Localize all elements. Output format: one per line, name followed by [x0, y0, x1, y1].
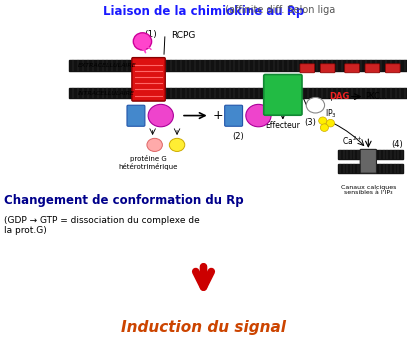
Text: EXTRACELLULAIRE: EXTRACELLULAIRE: [77, 63, 136, 68]
Ellipse shape: [319, 117, 327, 125]
Text: GDP: GDP: [149, 142, 160, 147]
Text: (GDP → GTP = dissociation du complexe de
la prot.G): (GDP → GTP = dissociation du complexe de…: [4, 216, 200, 235]
Ellipse shape: [133, 33, 151, 50]
Text: G$\alpha_q$: G$\alpha_q$: [153, 110, 168, 121]
Text: +: +: [327, 94, 334, 103]
Text: +: +: [212, 109, 223, 122]
Text: (2): (2): [232, 132, 244, 141]
Text: Liaison de la chimiokine au Rp: Liaison de la chimiokine au Rp: [103, 5, 304, 18]
Text: Induction du signal: Induction du signal: [121, 320, 286, 335]
Bar: [338, 164, 403, 172]
Text: IP$_3$: IP$_3$: [324, 108, 337, 120]
FancyBboxPatch shape: [320, 64, 335, 73]
Ellipse shape: [320, 124, 328, 131]
FancyBboxPatch shape: [365, 64, 380, 73]
Ellipse shape: [148, 104, 173, 127]
FancyBboxPatch shape: [300, 64, 315, 73]
Bar: [338, 150, 403, 159]
Bar: [69, 60, 407, 71]
Text: Changement de conformation du Rp: Changement de conformation du Rp: [4, 194, 244, 207]
FancyBboxPatch shape: [127, 105, 145, 126]
Ellipse shape: [169, 138, 185, 151]
Text: PLC: PLC: [271, 90, 295, 100]
FancyBboxPatch shape: [385, 64, 400, 73]
Ellipse shape: [147, 138, 162, 151]
Text: (affinite diff. Selon liga: (affinite diff. Selon liga: [222, 5, 335, 15]
Text: Effecteur: Effecteur: [265, 121, 300, 130]
Bar: [69, 88, 407, 98]
Text: (3): (3): [304, 118, 317, 127]
Ellipse shape: [306, 98, 325, 113]
Text: RCPG: RCPG: [171, 31, 195, 40]
Text: GTP: GTP: [172, 142, 182, 147]
FancyBboxPatch shape: [132, 58, 165, 101]
Text: (4): (4): [391, 140, 403, 149]
FancyBboxPatch shape: [225, 105, 243, 126]
Text: ER: ER: [365, 159, 372, 164]
FancyBboxPatch shape: [345, 64, 359, 73]
Text: Ca$^{2+}$: Ca$^{2+}$: [342, 134, 362, 147]
Text: DAG: DAG: [330, 92, 350, 101]
Text: PiP$_2$: PiP$_2$: [309, 101, 322, 110]
Text: PKC...: PKC...: [365, 92, 387, 101]
Ellipse shape: [246, 104, 271, 127]
FancyBboxPatch shape: [264, 75, 302, 115]
Text: protéine G
hétérotrimérique: protéine G hétérotrimérique: [119, 155, 178, 170]
Ellipse shape: [326, 119, 335, 127]
Text: Canaux calciques
sensibles à l'IP₃: Canaux calciques sensibles à l'IP₃: [341, 185, 396, 195]
Text: G$\alpha_q$: G$\alpha_q$: [251, 110, 266, 121]
Text: (1): (1): [144, 30, 157, 39]
Text: INTRACELLULAIRE: INTRACELLULAIRE: [77, 91, 134, 96]
FancyBboxPatch shape: [360, 149, 376, 173]
